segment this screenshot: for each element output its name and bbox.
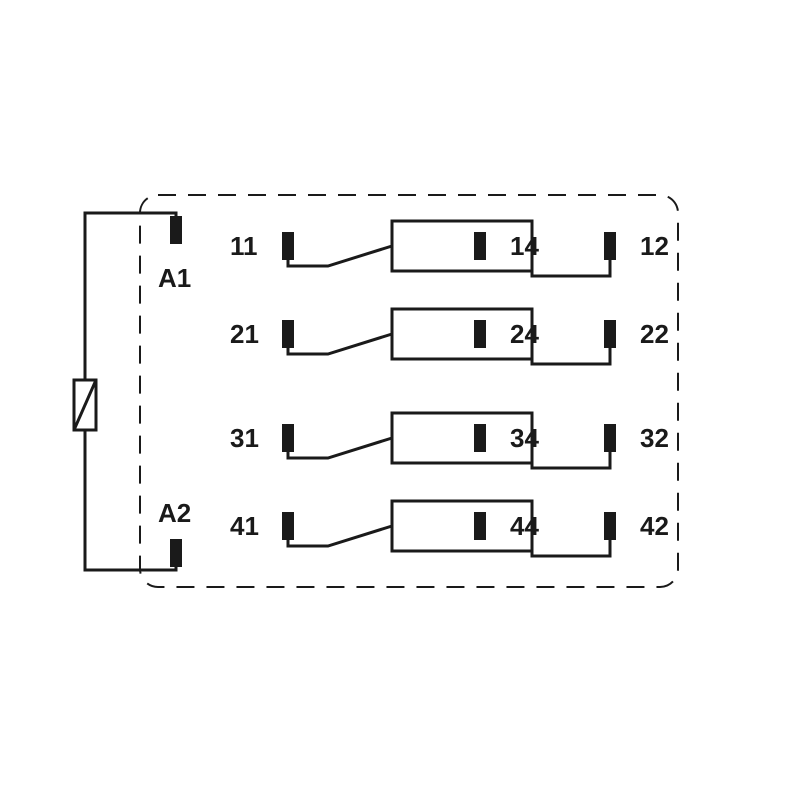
terminal-22 (604, 320, 616, 348)
label-nc-12: 12 (640, 231, 669, 261)
label-a1: A1 (158, 263, 191, 293)
coil-symbol-slash (74, 380, 96, 430)
wire-no-nc-22 (532, 334, 610, 364)
relay-diagram: A1 A2 11 14 12 21 24 22 31 34 32 41 44 42 (0, 0, 800, 800)
terminal-14 (474, 232, 486, 260)
label-nc-22: 22 (640, 319, 669, 349)
wire-common-no-41 (288, 526, 392, 546)
terminal-a2 (170, 539, 182, 567)
terminal-a1 (170, 216, 182, 244)
terminal-42 (604, 512, 616, 540)
wire-no-nc-32 (532, 438, 610, 468)
terminal-34 (474, 424, 486, 452)
wire-no-nc-42 (532, 526, 610, 556)
wire-common-no-11 (288, 246, 392, 266)
label-a2: A2 (158, 498, 191, 528)
label-common-31: 31 (230, 423, 259, 453)
label-nc-42: 42 (640, 511, 669, 541)
label-no-14: 14 (510, 231, 539, 261)
label-nc-32: 32 (640, 423, 669, 453)
label-no-24: 24 (510, 319, 539, 349)
relay-outline (140, 195, 678, 587)
terminal-32 (604, 424, 616, 452)
terminal-44 (474, 512, 486, 540)
label-common-21: 21 (230, 319, 259, 349)
wire-no-nc-12 (532, 246, 610, 276)
terminal-12 (604, 232, 616, 260)
label-common-41: 41 (230, 511, 259, 541)
terminal-24 (474, 320, 486, 348)
wire-common-no-21 (288, 334, 392, 354)
wire-common-no-31 (288, 438, 392, 458)
label-no-34: 34 (510, 423, 539, 453)
label-common-11: 11 (230, 231, 258, 261)
label-no-44: 44 (510, 511, 539, 541)
coil-wire-top (85, 213, 176, 380)
